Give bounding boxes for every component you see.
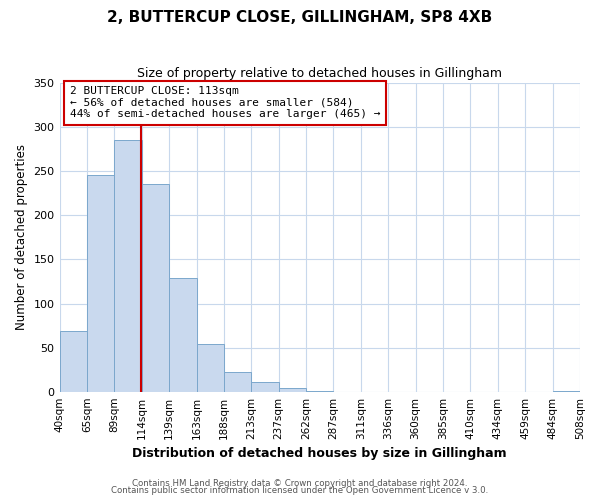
Text: Contains HM Land Registry data © Crown copyright and database right 2024.: Contains HM Land Registry data © Crown c…	[132, 478, 468, 488]
Text: 2, BUTTERCUP CLOSE, GILLINGHAM, SP8 4XB: 2, BUTTERCUP CLOSE, GILLINGHAM, SP8 4XB	[107, 10, 493, 25]
Bar	[224, 372, 251, 392]
Bar	[278, 388, 306, 392]
Bar	[306, 391, 334, 392]
Title: Size of property relative to detached houses in Gillingham: Size of property relative to detached ho…	[137, 68, 502, 80]
Text: Contains public sector information licensed under the Open Government Licence v : Contains public sector information licen…	[112, 486, 488, 495]
Bar	[553, 391, 580, 392]
X-axis label: Distribution of detached houses by size in Gillingham: Distribution of detached houses by size …	[133, 447, 507, 460]
Bar	[197, 344, 224, 392]
Bar	[251, 382, 278, 392]
Text: 2 BUTTERCUP CLOSE: 113sqm
← 56% of detached houses are smaller (584)
44% of semi: 2 BUTTERCUP CLOSE: 113sqm ← 56% of detac…	[70, 86, 380, 120]
Bar	[115, 140, 142, 392]
Bar	[142, 184, 169, 392]
Bar	[87, 175, 115, 392]
Bar	[169, 278, 197, 392]
Y-axis label: Number of detached properties: Number of detached properties	[15, 144, 28, 330]
Bar	[59, 331, 87, 392]
